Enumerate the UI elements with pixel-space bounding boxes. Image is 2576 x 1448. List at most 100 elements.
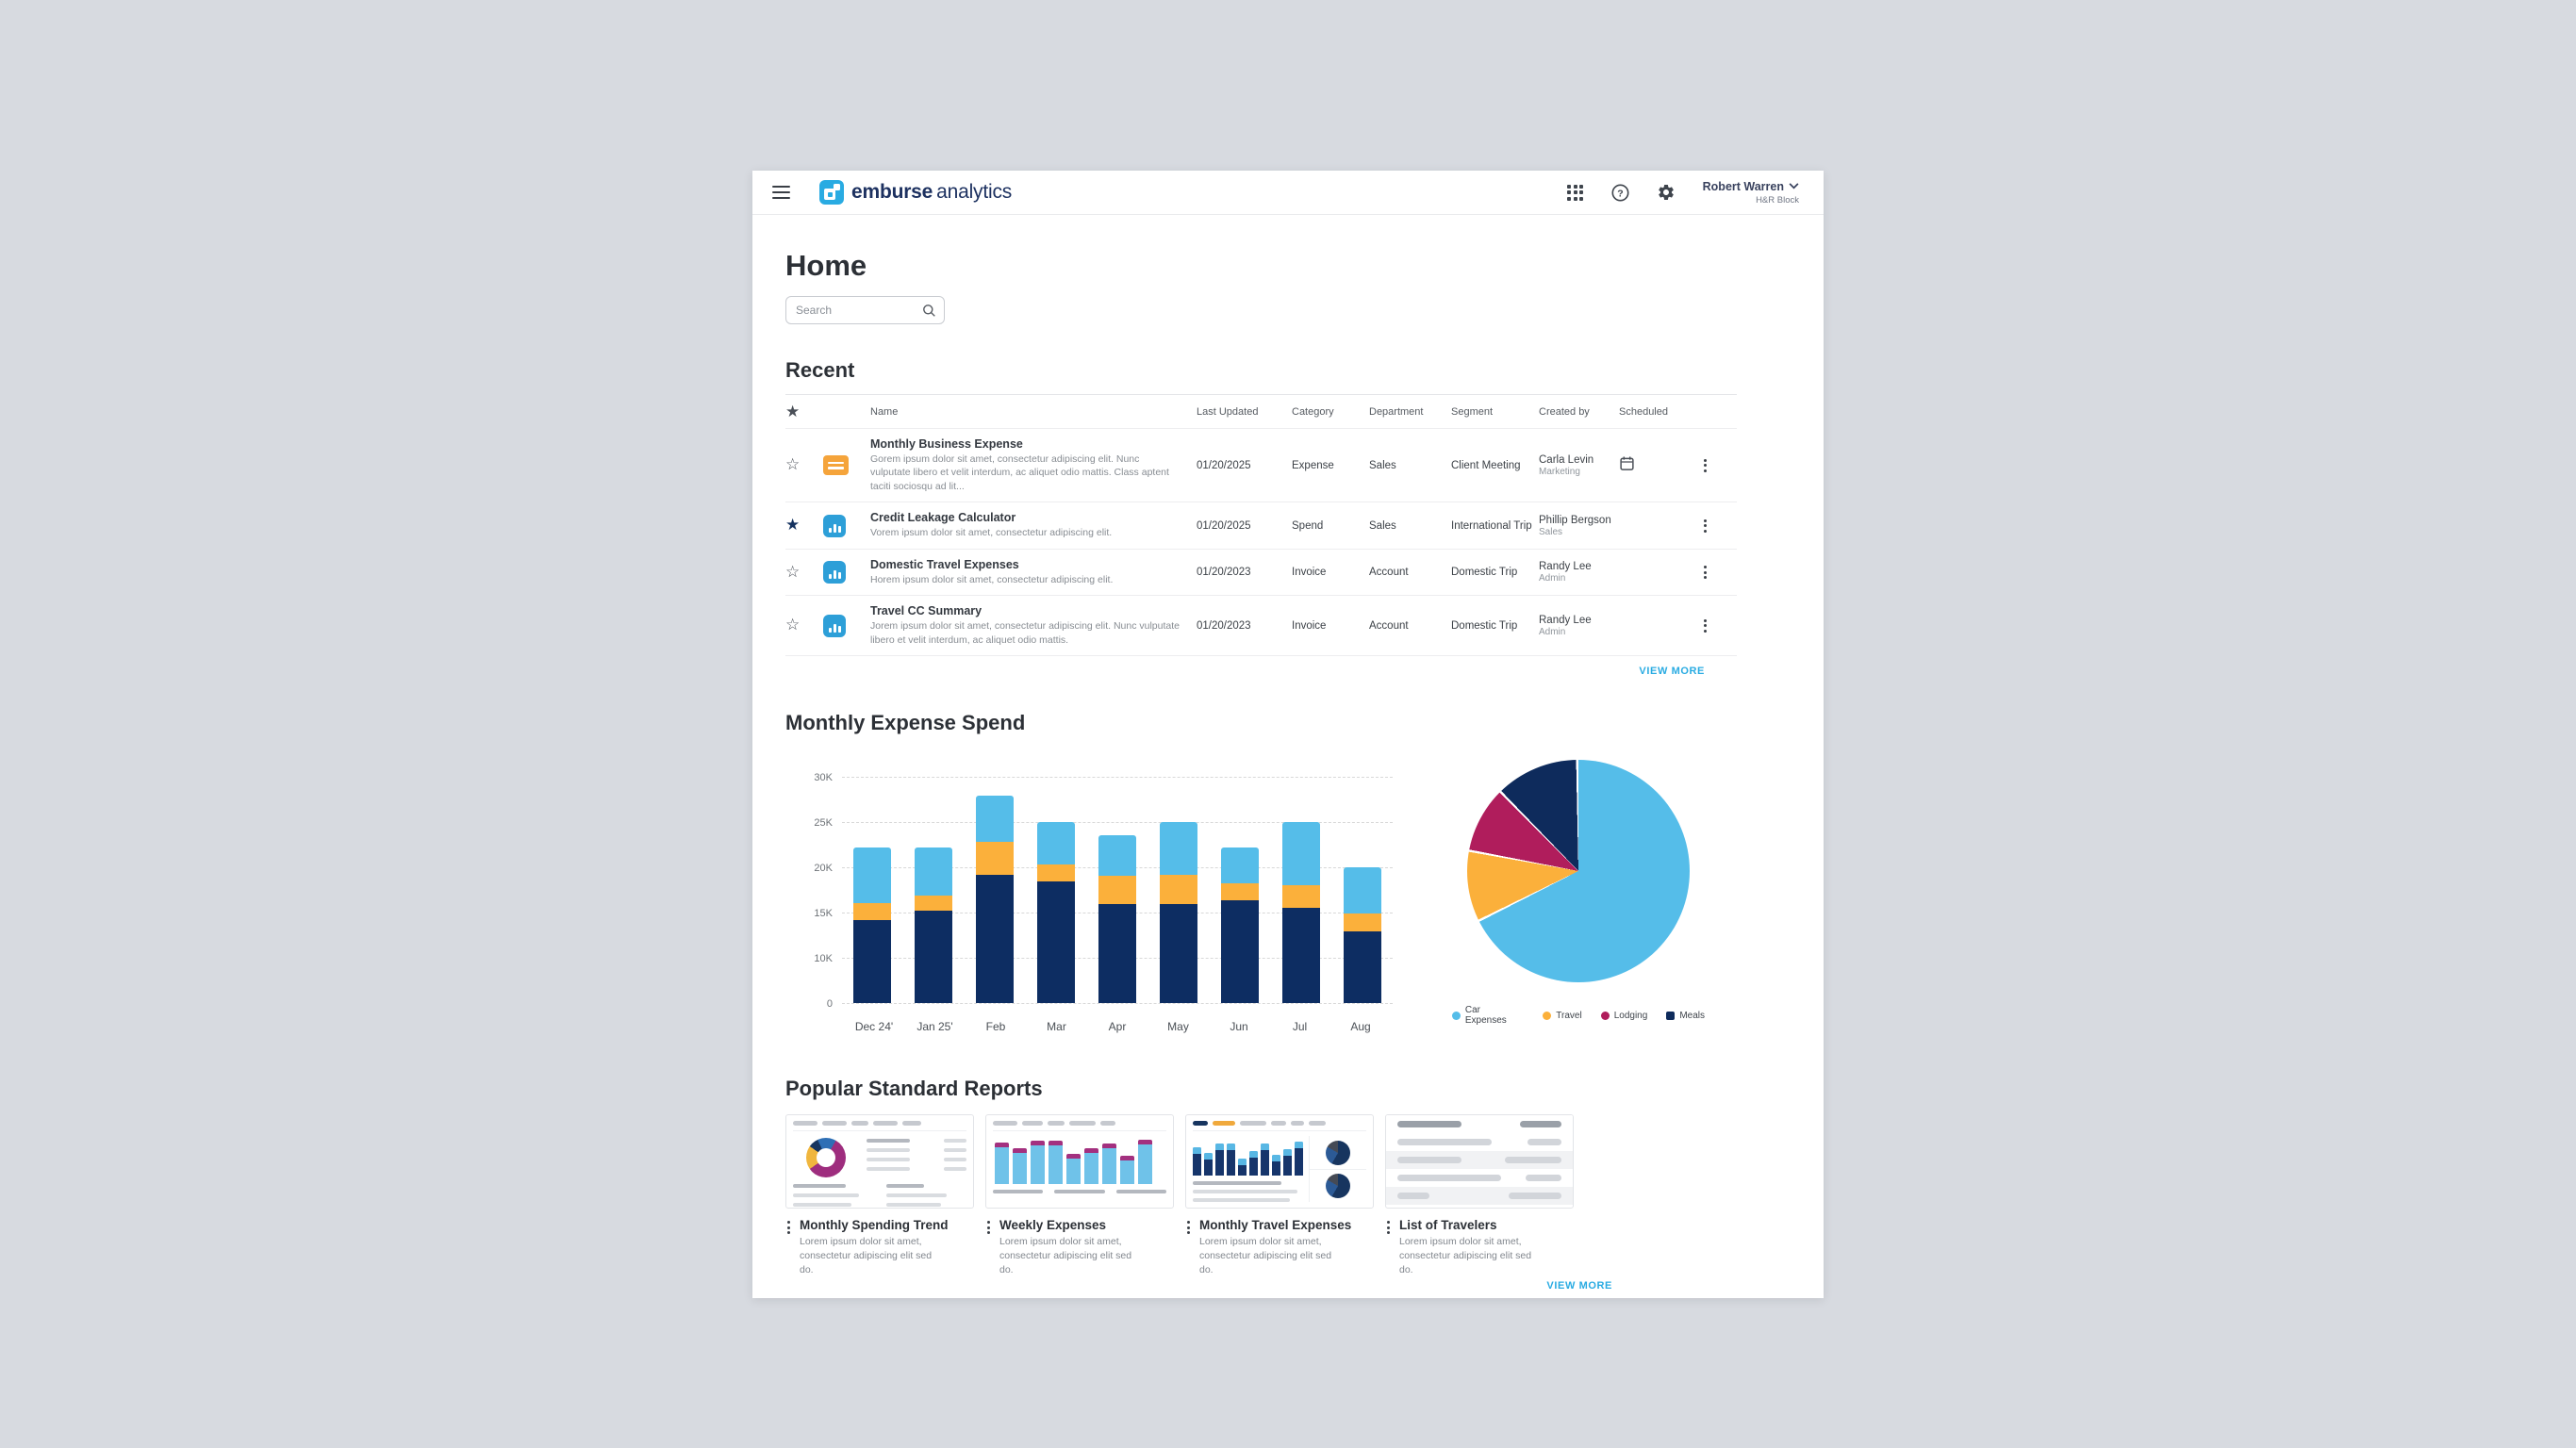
mini-pie-chart xyxy=(1326,1174,1350,1199)
bar-apr[interactable] xyxy=(1098,834,1136,1004)
gridline: 25K xyxy=(814,817,1393,829)
bar-segment-travel xyxy=(1282,884,1320,908)
y-axis-label: 25K xyxy=(814,817,833,830)
app-window: emburse analytics ? Robert Warren H&R Blo… xyxy=(752,171,1824,1298)
user-org: H&R Block xyxy=(1756,194,1799,206)
bar-dec24[interactable] xyxy=(853,847,891,1004)
y-axis-label: 10K xyxy=(814,953,833,965)
row-kebab-menu-icon[interactable] xyxy=(1683,518,1727,533)
user-menu[interactable]: Robert Warren H&R Block xyxy=(1703,180,1799,206)
report-card[interactable]: Monthly Spending Trend Lorem ipsum dolor… xyxy=(785,1114,974,1276)
report-name[interactable]: Travel CC Summary xyxy=(870,604,983,618)
card-kebab-menu-icon[interactable] xyxy=(987,1221,990,1276)
col-scheduled: Scheduled xyxy=(1619,405,1668,418)
expense-pie-chart xyxy=(1466,760,1690,983)
table-row[interactable]: ☆ Travel CC Summary Jorem ipsum dolor si… xyxy=(785,596,1737,657)
bar-jun[interactable] xyxy=(1221,847,1259,1004)
table-thumbnail xyxy=(1385,1114,1574,1209)
card-description: Lorem ipsum dolor sit amet, consectetur … xyxy=(999,1236,1132,1275)
x-axis-label: Feb xyxy=(985,1020,1006,1034)
star-toggle[interactable]: ☆ xyxy=(785,455,801,474)
search-box[interactable] xyxy=(785,296,945,324)
legend-item-car-expenses: Car Expenses xyxy=(1451,1005,1524,1026)
star-toggle[interactable]: ☆ xyxy=(785,562,801,581)
report-description: Gorem ipsum dolor sit amet, consectetur … xyxy=(870,453,1169,492)
apps-grid-icon[interactable] xyxy=(1565,182,1586,203)
monthly-expense-heading: Monthly Expense Spend xyxy=(785,711,1026,735)
bar-may[interactable] xyxy=(1160,822,1197,1004)
row-kebab-menu-icon[interactable] xyxy=(1683,618,1727,633)
monthly-expense-charts: 0 10K 15K 20K 25K 30K Dec 24' Jan 25' Feb Mar Apr… xyxy=(785,760,1705,1043)
report-card[interactable]: List of Travelers Lorem ipsum dolor sit … xyxy=(1385,1114,1574,1276)
report-name[interactable]: Domestic Travel Expenses xyxy=(870,557,1019,571)
emburse-logo[interactable]: emburse analytics xyxy=(819,180,1012,205)
report-cards: Monthly Spending Trend Lorem ipsum dolor… xyxy=(785,1114,1705,1276)
card-kebab-menu-icon[interactable] xyxy=(787,1221,790,1276)
search-input[interactable] xyxy=(796,304,922,317)
table-row[interactable]: ☆ Monthly Business Expense Gorem ipsum d… xyxy=(785,429,1737,503)
x-axis-label: Jul xyxy=(1292,1020,1308,1034)
card-title[interactable]: List of Travelers xyxy=(1399,1218,1497,1233)
pie-legend: Car Expenses Travel Lodging Meals xyxy=(1451,1005,1705,1026)
hamburger-menu-icon[interactable] xyxy=(772,185,790,200)
emburse-logo-icon xyxy=(819,180,844,205)
created-by-name: Randy Lee xyxy=(1539,614,1592,626)
bar-jul[interactable] xyxy=(1282,822,1320,1004)
card-description: Lorem ipsum dolor sit amet, consectetur … xyxy=(800,1236,933,1275)
legend-item-travel: Travel xyxy=(1543,1005,1582,1026)
card-title[interactable]: Monthly Spending Trend xyxy=(800,1218,949,1233)
bar-segment-travel xyxy=(1098,876,1136,904)
row-kebab-menu-icon[interactable] xyxy=(1683,458,1727,472)
dashboard-report-icon xyxy=(823,514,846,537)
table-row[interactable]: ★ Credit Leakage Calculator Vorem ipsum … xyxy=(785,502,1737,550)
col-name: Name xyxy=(870,405,899,418)
col-category: Category xyxy=(1292,405,1334,418)
star-toggle[interactable]: ★ xyxy=(785,516,801,535)
calendar-icon[interactable] xyxy=(1619,447,1683,485)
y-axis-label: 20K xyxy=(814,863,833,875)
table-row[interactable]: ☆ Domestic Travel Expenses Horem ipsum d… xyxy=(785,550,1737,597)
card-kebab-menu-icon[interactable] xyxy=(1387,1221,1390,1276)
row-kebab-menu-icon[interactable] xyxy=(1683,566,1727,580)
report-name[interactable]: Credit Leakage Calculator xyxy=(870,511,1016,525)
x-axis-label: Mar xyxy=(1047,1020,1066,1034)
bar-feb[interactable] xyxy=(976,795,1014,1004)
popular-reports-heading: Popular Standard Reports xyxy=(785,1077,1043,1101)
report-name[interactable]: Monthly Business Expense xyxy=(870,437,1023,451)
bar-segment-car-expenses xyxy=(976,795,1014,842)
view-more-reports-link[interactable]: VIEW MORE xyxy=(1546,1280,1612,1292)
card-title[interactable]: Weekly Expenses xyxy=(999,1218,1107,1233)
x-axis-label: Apr xyxy=(1108,1020,1127,1034)
bar-jan25[interactable] xyxy=(915,847,952,1004)
card-title[interactable]: Monthly Travel Expenses xyxy=(1199,1218,1352,1233)
created-by-name: Phillip Bergson xyxy=(1539,514,1611,526)
legend-marker xyxy=(1666,1011,1676,1020)
recent-heading: Recent xyxy=(785,358,855,382)
star-toggle[interactable]: ☆ xyxy=(785,616,801,634)
bar-segment-travel xyxy=(1160,875,1197,904)
bar-segment-meals xyxy=(853,920,891,1004)
gridline: 30K xyxy=(814,772,1393,783)
bar-segment-car-expenses xyxy=(1160,822,1197,876)
bar-aug[interactable] xyxy=(1344,867,1381,1004)
star-header-icon[interactable]: ★ xyxy=(785,403,801,420)
help-icon[interactable]: ? xyxy=(1610,182,1631,203)
report-card[interactable]: Weekly Expenses Lorem ipsum dolor sit am… xyxy=(985,1114,1174,1276)
bar-segment-travel xyxy=(1344,913,1381,931)
recent-table: ★ Name Last Updated Category Department … xyxy=(785,394,1737,657)
y-axis-label: 0 xyxy=(826,998,833,1011)
legend-marker xyxy=(1451,1011,1461,1020)
report-card[interactable]: Monthly Travel Expenses Lorem ipsum dolo… xyxy=(1185,1114,1374,1276)
view-more-recent-link[interactable]: VIEW MORE xyxy=(1639,666,1705,678)
created-by-role: Sales xyxy=(1539,526,1563,537)
dashboard-report-icon xyxy=(823,614,846,637)
card-kebab-menu-icon[interactable] xyxy=(1187,1221,1190,1276)
bar-segment-meals xyxy=(1344,930,1381,1004)
chevron-down-icon xyxy=(1789,183,1799,189)
x-axis-label: Aug xyxy=(1350,1020,1371,1034)
search-icon[interactable] xyxy=(922,304,936,318)
bar-mar[interactable] xyxy=(1037,822,1075,1004)
settings-gear-icon[interactable] xyxy=(1656,182,1676,203)
bar-segment-meals xyxy=(1037,880,1075,1004)
mini-donut-chart xyxy=(806,1138,846,1178)
